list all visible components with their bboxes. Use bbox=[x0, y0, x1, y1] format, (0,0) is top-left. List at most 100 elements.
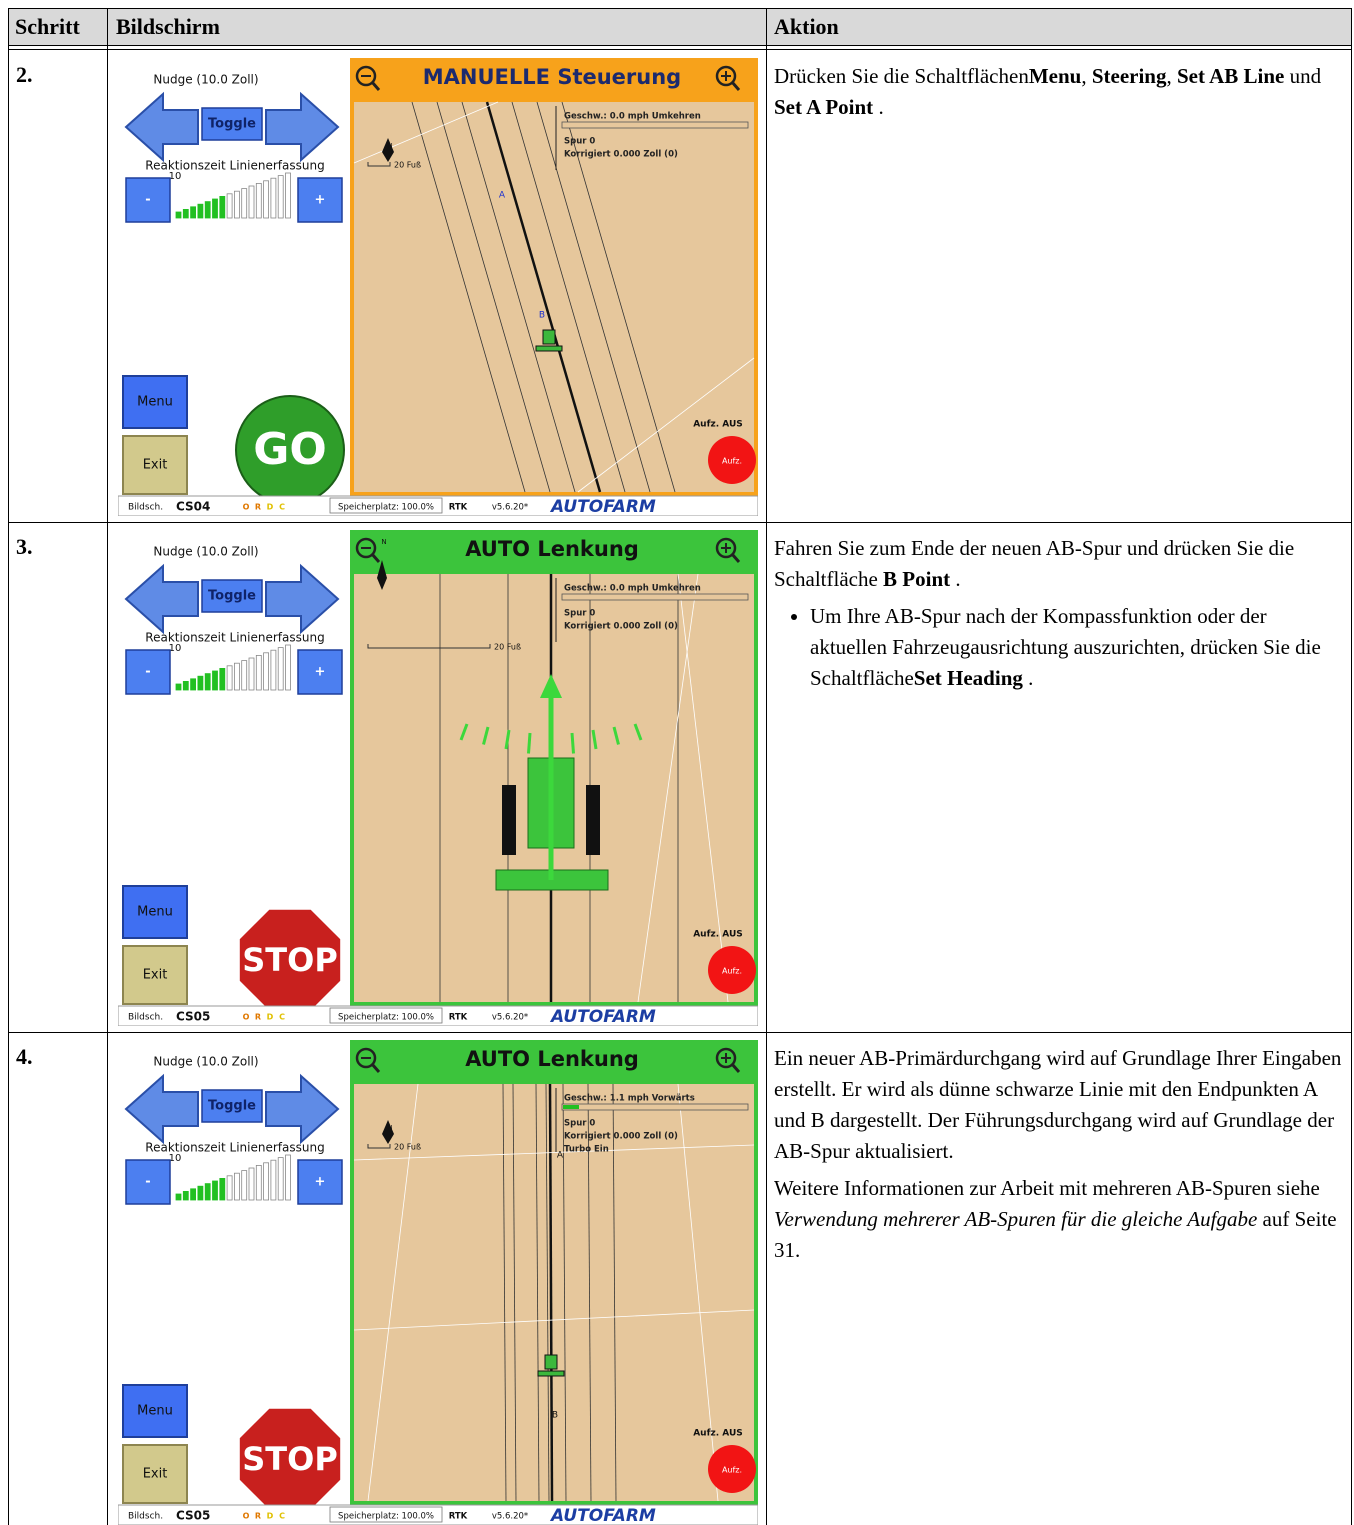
action-cell: Drücken Sie die SchaltflächenMenu, Steer… bbox=[774, 61, 1344, 129]
table-border bbox=[8, 8, 9, 1525]
screen-label: AUTOFARM bbox=[549, 497, 656, 516]
screen-label: Aufz. bbox=[722, 1466, 742, 1475]
screen-label: v5.6.20* bbox=[492, 503, 528, 513]
screen-label: Aufz. bbox=[722, 457, 742, 466]
screen-label: O bbox=[243, 1512, 250, 1521]
map-field bbox=[354, 102, 754, 492]
screen-label: v5.6.20* bbox=[492, 1013, 528, 1023]
text-run: Set A Point bbox=[774, 95, 874, 119]
field-line bbox=[502, 1083, 507, 1502]
screen-label: Korrigiert 0.000 Zoll (0) bbox=[564, 622, 678, 632]
text-run: , bbox=[1166, 64, 1177, 88]
slider-bar bbox=[212, 198, 218, 219]
slider-bar bbox=[212, 670, 218, 691]
slider-bar bbox=[226, 665, 233, 691]
screen-label: AUTOFARM bbox=[549, 1506, 656, 1525]
field-line bbox=[548, 1083, 554, 1502]
paragraph: Fahren Sie zum Ende der neuen AB-Spur un… bbox=[774, 533, 1344, 595]
zoom-icon bbox=[355, 537, 377, 559]
speed-bar bbox=[561, 1103, 749, 1111]
screen-label: Toggle bbox=[208, 117, 256, 132]
zoom-icon bbox=[730, 553, 741, 563]
screen-label: R bbox=[255, 1013, 261, 1022]
slider-bar bbox=[197, 203, 204, 219]
slider-bar bbox=[248, 185, 255, 219]
header-cell: Bildschirm bbox=[116, 14, 220, 39]
field-line bbox=[482, 726, 490, 745]
screen-label: + bbox=[315, 193, 326, 208]
zoom-icon bbox=[715, 537, 737, 559]
record-button bbox=[708, 946, 756, 994]
exit-button bbox=[122, 435, 188, 495]
screen-label: Menu bbox=[137, 1404, 173, 1419]
screen-label: Spur 0 bbox=[564, 609, 595, 619]
screen-label: Aufz. AUS bbox=[693, 1429, 743, 1439]
implement bbox=[537, 1370, 565, 1377]
screen-label: Geschw.: 0.0 mph Umkehren bbox=[564, 112, 701, 122]
slider-bar bbox=[175, 211, 182, 219]
text-run: B Point bbox=[883, 567, 951, 591]
slider-bar bbox=[270, 649, 277, 691]
field-line bbox=[612, 1083, 617, 1502]
screen-label: Aufz. bbox=[722, 967, 742, 976]
slider-bar bbox=[190, 678, 196, 691]
step-number: 4. bbox=[16, 1044, 33, 1069]
zoom-icon bbox=[715, 1047, 737, 1069]
slider-bar bbox=[255, 1165, 262, 1201]
text-run: und bbox=[1284, 64, 1322, 88]
action-cell: Fahren Sie zum Ende der neuen AB-Spur un… bbox=[774, 533, 1344, 694]
scale-bar bbox=[367, 644, 491, 649]
text-run: . bbox=[873, 95, 884, 119]
screen-label: 20 Fuß bbox=[494, 643, 521, 652]
screen-label: - bbox=[145, 193, 150, 208]
slider-bar bbox=[182, 680, 189, 691]
slider-bar bbox=[255, 655, 262, 691]
screen-label: v5.6.20* bbox=[492, 1512, 528, 1522]
screen-label: STOP bbox=[242, 941, 338, 979]
field-line bbox=[591, 729, 598, 750]
slider-bar bbox=[255, 183, 262, 219]
text-run: Steering bbox=[1091, 64, 1167, 88]
screen-label: STOP bbox=[242, 1440, 338, 1478]
speed-bar-fill bbox=[563, 1105, 579, 1109]
bullet-item: Um Ihre AB-Spur nach der Kompassfunktion… bbox=[810, 601, 1344, 694]
screen-label: Nudge (10.0 Zoll) bbox=[153, 545, 258, 559]
slider-bar bbox=[175, 683, 182, 691]
screen-label: Aufz. AUS bbox=[693, 420, 743, 430]
text-run: Drücken Sie die Schaltflächen bbox=[774, 64, 1029, 88]
screen-label: C bbox=[279, 1013, 285, 1022]
minus-button bbox=[125, 1159, 171, 1205]
screen-label: Geschw.: 0.0 mph Umkehren bbox=[564, 584, 701, 594]
slider-bar bbox=[270, 1159, 277, 1201]
screen-label: Korrigiert 0.000 Zoll (0) bbox=[564, 150, 678, 160]
screen-label: Korrigiert 0.000 Zoll (0) bbox=[564, 1132, 678, 1142]
record-button bbox=[708, 436, 756, 484]
exit-button bbox=[122, 945, 188, 1005]
screen-label: Reaktionszeit Linienerfassung bbox=[145, 631, 324, 645]
paragraph: Ein neuer AB-Primärdurchgang wird auf Gr… bbox=[774, 1043, 1344, 1167]
slider-bar bbox=[263, 180, 270, 219]
tractor bbox=[542, 329, 556, 345]
screen-label: MANUELLE Steuerung bbox=[423, 65, 681, 89]
screen-label: N bbox=[387, 142, 392, 150]
slider-bar bbox=[175, 1193, 182, 1201]
field-line bbox=[461, 101, 576, 493]
screenshot: Nudge (10.0 Zoll) Toggle Reaktionszeit Lin… bbox=[118, 530, 758, 1026]
slider-bar bbox=[285, 1154, 291, 1201]
menu-button bbox=[122, 1384, 188, 1438]
field-line bbox=[570, 732, 575, 754]
record-button bbox=[708, 1445, 756, 1493]
screen-label: Bildsch. bbox=[128, 1013, 163, 1023]
screen-label: AUTO Lenkung bbox=[465, 1047, 639, 1071]
exit-button bbox=[122, 1444, 188, 1504]
field-line bbox=[545, 1083, 550, 1502]
tractor-wheel bbox=[502, 785, 516, 855]
text-run: Menu bbox=[1028, 64, 1082, 88]
header-cell: Schritt bbox=[15, 14, 80, 39]
screen-label: C bbox=[279, 503, 285, 512]
screen-label: O bbox=[243, 503, 250, 512]
screen-label: N bbox=[387, 1124, 392, 1132]
slider-bar bbox=[263, 1162, 270, 1201]
implement bbox=[535, 345, 563, 352]
